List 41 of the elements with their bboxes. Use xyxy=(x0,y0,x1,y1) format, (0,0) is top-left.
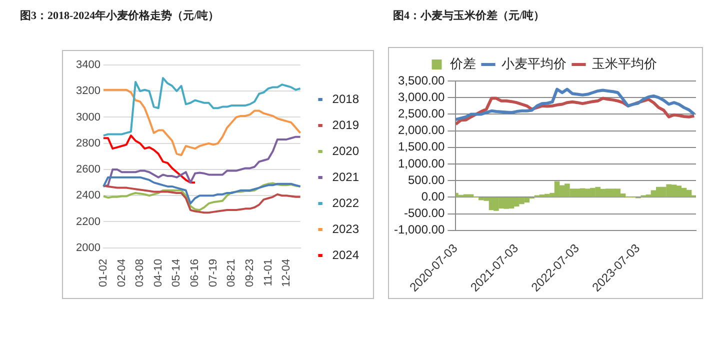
x-tick-label: 05-14 xyxy=(170,258,183,288)
x-tick-label: 12-04 xyxy=(280,258,293,288)
y-tick-label: -500.00 xyxy=(404,206,446,220)
x-tick-label: 06-16 xyxy=(189,258,202,288)
y-tick-label: 2200 xyxy=(76,216,100,228)
legend-label: 2024 xyxy=(332,248,360,262)
y-tick-label: 2,000.00 xyxy=(398,123,446,138)
legend-label: 2018 xyxy=(332,92,360,106)
y-tick-label: 1,000.00 xyxy=(398,156,446,170)
legend-label: 2022 xyxy=(332,196,360,210)
y-tick-label: -1,000.00 xyxy=(394,222,446,237)
y-tick-label: 2600 xyxy=(76,164,100,176)
legend-label: 2019 xyxy=(332,118,360,132)
y-tick-label: 2,500.00 xyxy=(398,106,446,121)
x-tick-label: 09-23 xyxy=(244,258,256,288)
y-tick-label: 2800 xyxy=(76,137,100,150)
x-tick-label: 08-21 xyxy=(226,258,238,288)
legend-label: 2023 xyxy=(332,222,360,236)
x-tick-label: 11-01 xyxy=(262,258,274,286)
x-tick-label: 02-04 xyxy=(116,258,128,288)
y-tick-label: 3000 xyxy=(76,111,100,124)
y-tick-label: 2000 xyxy=(76,242,100,254)
y-tick-label: 1,500.00 xyxy=(398,140,446,154)
x-tick-label: 07-19 xyxy=(207,258,220,288)
y-tick-label: 500.00 xyxy=(408,172,446,187)
y-tick-label: 3,000.00 xyxy=(398,90,446,104)
y-tick-label: 3200 xyxy=(76,85,100,98)
legend-label: 2020 xyxy=(332,144,360,158)
chart-title: 图3：2018-2024年小麦价格走势（元/吨） xyxy=(20,8,220,23)
y-tick-label: 3400 xyxy=(76,59,100,72)
legend-label: 2021 xyxy=(332,170,360,184)
x-tick-label: 01-02 xyxy=(98,258,110,288)
y-tick-label: 3,500.00 xyxy=(398,73,446,88)
y-tick-label: 0.00 xyxy=(421,190,446,204)
x-tick-label: 03-08 xyxy=(134,258,146,288)
x-tick-label: 04-10 xyxy=(152,258,164,288)
legend-label: 价差 xyxy=(448,56,476,72)
chart-title: 图4：小麦与玉米价差（元/吨） xyxy=(393,8,545,23)
legend-label: 玉米平均价 xyxy=(592,56,657,72)
legend-label: 小麦平均价 xyxy=(501,56,566,72)
y-tick-label: 2400 xyxy=(76,190,100,202)
